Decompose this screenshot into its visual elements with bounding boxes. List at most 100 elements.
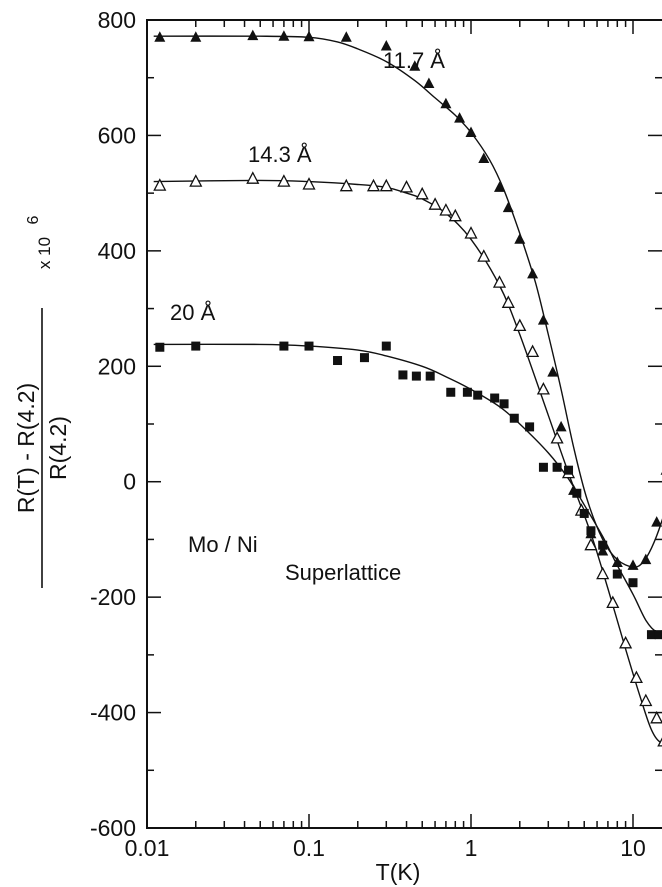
series-label-14-3: 14.3 Å xyxy=(248,142,312,167)
data-point-series-0 xyxy=(340,31,352,42)
data-point-series-1 xyxy=(629,670,643,684)
data-point-series-2 xyxy=(509,413,519,423)
data-point-series-1 xyxy=(477,249,491,262)
plot-border xyxy=(146,19,662,829)
data-point-series-2 xyxy=(499,399,509,409)
data-point-series-1 xyxy=(501,295,515,308)
data-point-series-0 xyxy=(547,366,559,377)
data-point-series-0 xyxy=(527,267,539,279)
y-tick-label: 800 xyxy=(98,7,136,33)
data-point-series-2 xyxy=(586,526,596,536)
fit-curve-series-0 xyxy=(153,35,662,568)
data-point-series-0 xyxy=(423,77,435,88)
data-point-series-1 xyxy=(536,381,550,395)
y-axis-title-numerator: R(T) - R(4.2) xyxy=(13,383,39,513)
data-point-series-2 xyxy=(446,387,456,397)
data-point-series-2 xyxy=(359,353,369,363)
sample-label-line2: Superlattice xyxy=(285,560,401,585)
x-tick-label: 10 xyxy=(620,835,646,861)
data-point-series-2 xyxy=(304,341,314,351)
data-point-series-2 xyxy=(381,341,391,351)
data-point-series-1 xyxy=(639,693,653,707)
y-axis-ticks: -600 -400 -200 0 200 400 600 800 xyxy=(90,7,662,841)
data-point-series-0 xyxy=(409,60,421,71)
data-point-series-2 xyxy=(490,393,500,403)
sample-label-line1: Mo / Ni xyxy=(188,532,258,557)
data-point-series-2 xyxy=(155,342,165,352)
data-point-series-2 xyxy=(398,370,408,380)
data-point-series-2 xyxy=(598,540,608,550)
y-tick-label: 600 xyxy=(98,122,136,148)
x-tick-label: 1 xyxy=(465,835,478,861)
data-point-series-1 xyxy=(277,174,291,187)
data-point-series-0 xyxy=(640,553,652,565)
data-point-series-2 xyxy=(191,341,201,351)
data-point-series-2 xyxy=(654,630,662,640)
y-tick-label: -400 xyxy=(90,700,136,726)
y-tick-label: -200 xyxy=(90,584,136,610)
data-point-series-0 xyxy=(494,181,505,192)
data-point-series-2 xyxy=(279,341,289,351)
y-tick-label: 400 xyxy=(98,238,136,264)
data-point-series-1 xyxy=(153,178,167,191)
data-point-series-2 xyxy=(333,356,343,366)
data-point-series-0 xyxy=(440,97,452,109)
data-point-series-0 xyxy=(454,112,466,123)
data-point-series-0 xyxy=(154,31,166,42)
data-point-series-2 xyxy=(646,630,656,640)
data-point-series-0 xyxy=(627,559,639,570)
data-point-series-2 xyxy=(612,569,622,579)
data-point-series-0 xyxy=(303,30,315,42)
data-point-series-2 xyxy=(552,462,562,472)
data-point-series-0 xyxy=(502,201,514,213)
data-point-series-2 xyxy=(628,578,638,588)
data-point-series-1 xyxy=(428,197,442,210)
data-point-series-1 xyxy=(366,178,381,192)
data-point-series-0 xyxy=(247,29,259,41)
data-point-series-2 xyxy=(425,371,435,381)
data-point-series-2 xyxy=(462,387,472,397)
series-label-11-7: 11.7 Å xyxy=(383,48,445,73)
data-point-series-0 xyxy=(278,30,290,41)
x-tick-label: 0.01 xyxy=(125,835,170,861)
x-axis-title: T(K) xyxy=(376,859,421,885)
data-point-series-1 xyxy=(399,179,414,193)
data-point-series-1 xyxy=(302,177,316,190)
data-point-series-1 xyxy=(189,174,203,187)
data-point-series-0 xyxy=(597,545,609,556)
y-tick-label: -600 xyxy=(90,815,136,841)
series-label-20: 20 Å xyxy=(170,300,216,325)
data-point-series-1 xyxy=(596,566,610,580)
data-point-series-1 xyxy=(415,186,429,200)
data-point-series-0 xyxy=(611,556,623,567)
data-point-series-1 xyxy=(513,318,527,332)
data-point-series-2 xyxy=(564,465,574,475)
data-point-series-2 xyxy=(411,371,421,381)
y-axis-title: R(T) - R(4.2) R(4.2) x 10 6 xyxy=(13,215,71,588)
data-point-series-1 xyxy=(492,275,507,288)
data-point-series-2 xyxy=(473,390,483,400)
fit-curve-series-1 xyxy=(153,179,662,744)
data-point-series-0 xyxy=(190,31,202,42)
fit-curve-series-2 xyxy=(153,343,662,634)
data-point-series-1 xyxy=(650,710,662,724)
y-axis-title-factor: x 10 xyxy=(35,237,54,269)
y-tick-label: 200 xyxy=(98,353,136,379)
data-point-series-2 xyxy=(572,488,582,498)
y-axis-title-denominator: R(4.2) xyxy=(45,416,71,480)
data-point-series-2 xyxy=(579,508,589,518)
data-point-series-2 xyxy=(525,422,535,432)
x-tick-label: 0.1 xyxy=(293,835,325,861)
data-point-series-1 xyxy=(619,635,633,649)
data-point-series-0 xyxy=(478,152,490,163)
x-axis-ticks: 0.01 0.1 1 10 xyxy=(125,20,646,861)
data-point-series-0 xyxy=(380,40,392,51)
data-point-series-1 xyxy=(246,171,260,184)
data-point-series-1 xyxy=(584,537,598,551)
plot-frame xyxy=(146,19,662,829)
y-axis-title-exponent: 6 xyxy=(25,215,42,224)
data-point-series-0 xyxy=(537,314,549,325)
data-point-series-1 xyxy=(550,430,564,444)
y-tick-label: 0 xyxy=(123,469,136,495)
